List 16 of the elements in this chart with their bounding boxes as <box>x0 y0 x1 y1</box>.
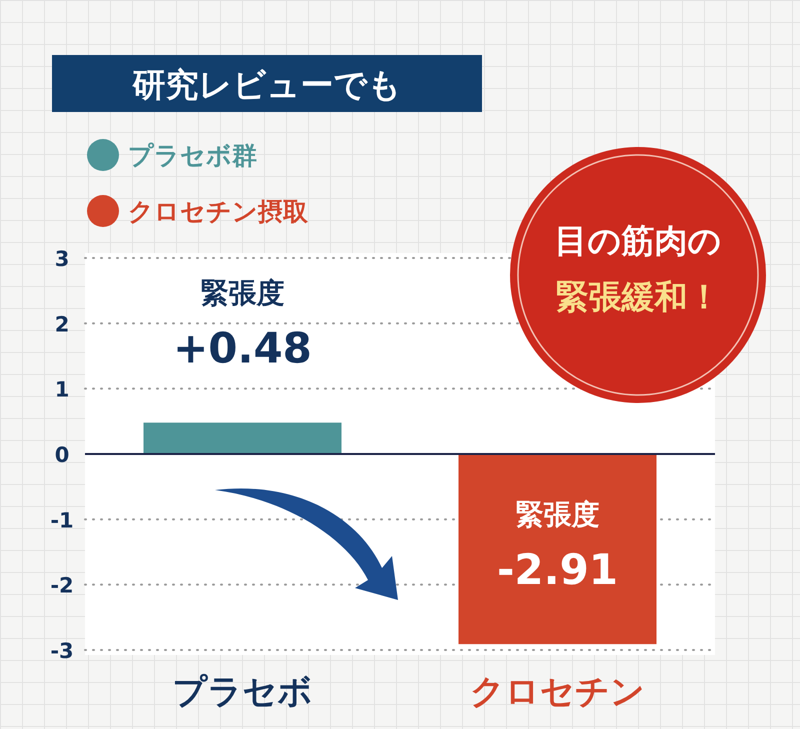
y-tick-label: -3 <box>50 639 74 663</box>
legend-label: クロセチン摂取 <box>128 197 309 226</box>
data-label: 緊張度 -2.91 <box>496 498 618 594</box>
chart-title: 研究レビューでも <box>132 65 402 104</box>
legend-label: プラセボ群 <box>128 141 257 170</box>
x-tick-label: プラセボ <box>172 672 312 712</box>
annotation: 緊張緩和！ <box>556 277 720 316</box>
y-tick-label: -1 <box>50 508 74 532</box>
annotation: 目の筋肉の <box>554 221 722 260</box>
x-tick-label: クロセチン <box>470 672 645 712</box>
y-tick-label: -2 <box>50 574 74 598</box>
data-label: 緊張度 +0.48 <box>173 276 312 373</box>
y-tick-label: 3 <box>54 247 70 271</box>
y-tick-label: 1 <box>54 378 70 402</box>
y-tick-label: 2 <box>54 312 70 336</box>
y-tick-label: 0 <box>54 443 70 467</box>
